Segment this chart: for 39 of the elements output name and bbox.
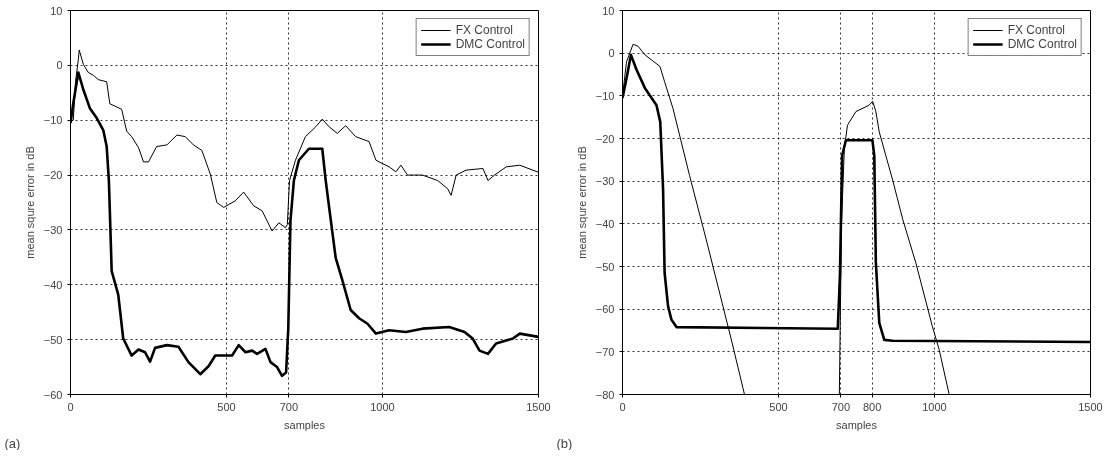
y-tick-label: 0 bbox=[56, 59, 63, 72]
y-tick-label: −80 bbox=[595, 388, 615, 401]
legend-label: FX Control bbox=[455, 23, 513, 37]
x-tick-label: 500 bbox=[769, 400, 788, 413]
y-tick-label: −10 bbox=[43, 114, 63, 127]
y-tick-label: −20 bbox=[595, 132, 615, 145]
x-axis-title: samples bbox=[836, 418, 878, 431]
x-axis-title: samples bbox=[284, 418, 326, 431]
legend-label: FX Control bbox=[1007, 23, 1065, 37]
y-tick-label: −20 bbox=[43, 169, 63, 182]
y-tick-label: −50 bbox=[595, 260, 615, 273]
x-tick-label: 800 bbox=[862, 400, 882, 413]
y-tick-label: −10 bbox=[595, 89, 615, 102]
legend-label: DMC Control bbox=[1007, 37, 1077, 51]
y-tick-label: 10 bbox=[602, 4, 615, 17]
y-tick-label: 0 bbox=[608, 47, 615, 60]
y-tick-label: −40 bbox=[43, 278, 63, 291]
y-tick-label: −50 bbox=[43, 333, 63, 346]
text: (b) bbox=[556, 435, 573, 451]
y-tick-label: −40 bbox=[595, 217, 615, 230]
x-tick-label: 0 bbox=[619, 400, 626, 413]
y-axis-title: mean squre error in dB bbox=[23, 146, 36, 259]
x-tick-label: 1000 bbox=[922, 400, 947, 413]
x-tick-label: 1500 bbox=[526, 400, 551, 413]
x-tick-label: 700 bbox=[279, 400, 299, 413]
x-tick-label: 700 bbox=[831, 400, 851, 413]
y-tick-label: −30 bbox=[43, 223, 63, 236]
x-tick-label: 500 bbox=[217, 400, 236, 413]
x-tick-label: 0 bbox=[67, 400, 74, 413]
legend-label: DMC Control bbox=[455, 37, 525, 51]
y-tick-label: 10 bbox=[50, 4, 63, 17]
x-tick-label: 1000 bbox=[370, 400, 395, 413]
x-tick-label: 1500 bbox=[1078, 400, 1103, 413]
y-tick-label: −30 bbox=[595, 175, 615, 188]
y-axis-title: mean squre error in dB bbox=[575, 146, 588, 259]
y-tick-label: −70 bbox=[595, 345, 615, 358]
y-tick-label: −60 bbox=[43, 388, 63, 401]
y-tick-label: −60 bbox=[595, 303, 615, 316]
text: (a) bbox=[4, 435, 21, 451]
